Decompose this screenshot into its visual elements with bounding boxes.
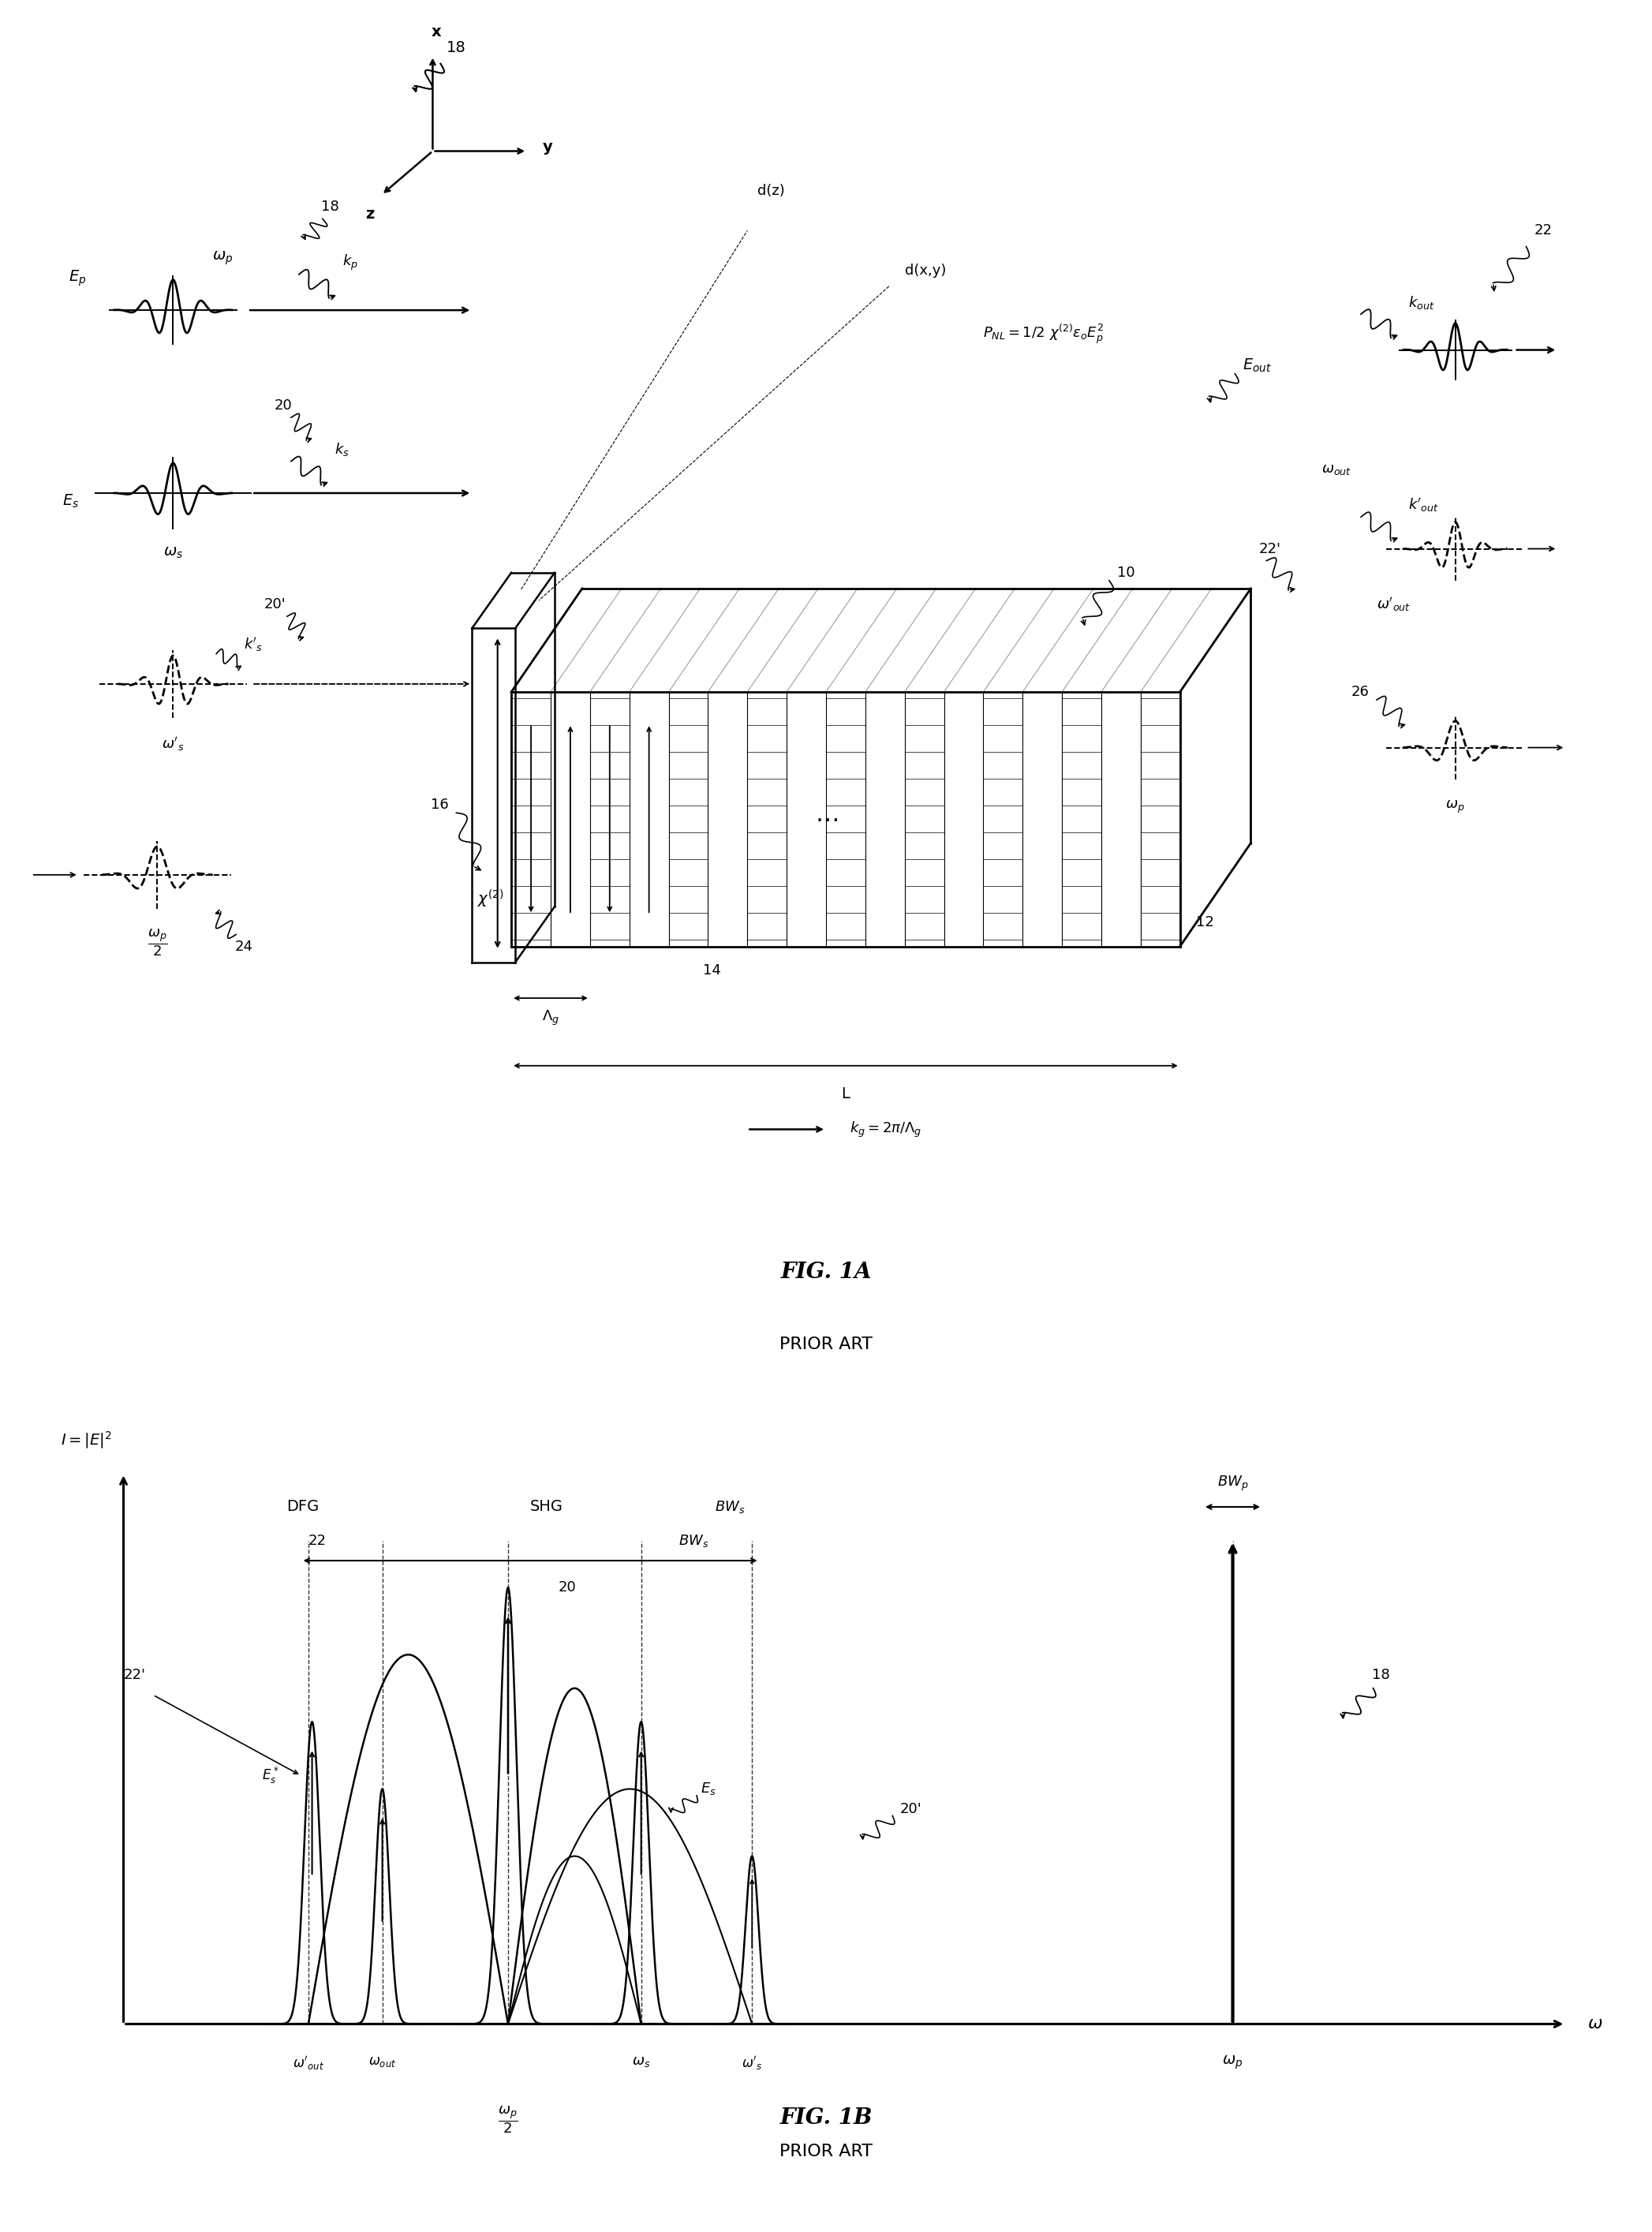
Text: $k_{out}$: $k_{out}$ [1408,295,1434,310]
Text: SHG: SHG [530,1500,563,1513]
Text: $\dfrac{\omega_p}{2}$: $\dfrac{\omega_p}{2}$ [147,926,167,958]
Text: 26: 26 [1351,685,1370,699]
Text: 16: 16 [431,797,448,812]
Text: $I=|E|^2$: $I=|E|^2$ [61,1428,112,1451]
Text: $k_p$: $k_p$ [342,252,358,272]
Text: $\omega'_s$: $\omega'_s$ [162,734,185,752]
Text: $k_g=2\pi/\Lambda_g$: $k_g=2\pi/\Lambda_g$ [849,1120,922,1138]
Text: $E_s$: $E_s$ [700,1781,715,1797]
Text: $E_s^*$: $E_s^*$ [261,1766,279,1786]
Text: $E_p$: $E_p$ [69,268,86,288]
Text: $\omega_p$: $\omega_p$ [213,250,233,268]
Text: $E_{out}$: $E_{out}$ [1242,357,1272,375]
Text: $BW_s$: $BW_s$ [715,1500,745,1516]
Text: L: L [841,1087,851,1100]
Text: $k_s$: $k_s$ [334,442,349,458]
Text: $P_{NL}=1/2\ \chi^{(2)}\varepsilon_o E_p^2$: $P_{NL}=1/2\ \chi^{(2)}\varepsilon_o E_p… [983,321,1104,346]
Text: FIG. 1A: FIG. 1A [780,1261,872,1283]
Text: 18: 18 [1371,1667,1389,1683]
Text: y: y [544,141,553,154]
Text: $\omega_p$: $\omega_p$ [1222,2053,1242,2071]
Text: 20: 20 [274,400,292,413]
Text: $E_s$: $E_s$ [63,493,79,509]
Text: DFG: DFG [286,1500,319,1513]
Text: 10: 10 [1117,565,1135,580]
Text: x: x [431,25,441,40]
Text: $\dfrac{\omega_p}{2}$: $\dfrac{\omega_p}{2}$ [497,2105,519,2136]
Text: $\omega_{out}$: $\omega_{out}$ [368,2053,396,2069]
Text: $\chi^{(2)}$: $\chi^{(2)}$ [477,888,504,908]
Text: $BW_s$: $BW_s$ [677,1533,709,1549]
Text: $\cdots$: $\cdots$ [814,808,838,830]
Text: 18: 18 [446,40,466,56]
Text: $\omega_s$: $\omega_s$ [164,545,183,560]
Text: PRIOR ART: PRIOR ART [780,2143,872,2161]
Text: d(x,y): d(x,y) [905,263,947,277]
Text: $\omega$: $\omega$ [1588,2015,1602,2031]
Text: z: z [365,208,373,221]
Text: 20': 20' [264,598,286,612]
Text: 14: 14 [702,964,720,978]
Text: 22: 22 [1535,223,1553,239]
Text: 22': 22' [1259,542,1280,556]
Text: $\Lambda_g$: $\Lambda_g$ [542,1009,560,1027]
Text: $\omega_s$: $\omega_s$ [633,2053,651,2069]
Text: $k'_{out}$: $k'_{out}$ [1408,496,1439,513]
Text: 24: 24 [235,940,253,953]
Text: d(z): d(z) [757,183,785,199]
Text: $\omega'_{out}$: $\omega'_{out}$ [1376,596,1411,614]
Text: PRIOR ART: PRIOR ART [780,1337,872,1353]
Text: $\omega_{out}$: $\omega_{out}$ [1322,462,1351,475]
Text: $BW_p$: $BW_p$ [1218,1475,1249,1493]
Text: $\omega'_{out}$: $\omega'_{out}$ [292,2053,324,2071]
Text: 18: 18 [322,199,339,214]
Text: $\omega_p$: $\omega_p$ [1446,799,1465,815]
Text: 22: 22 [309,1533,327,1547]
Text: 20': 20' [900,1801,922,1817]
Text: $k'_s$: $k'_s$ [244,636,263,654]
Text: 20: 20 [558,1580,577,1594]
Text: 22': 22' [124,1667,145,1683]
Text: $\omega'_s$: $\omega'_s$ [742,2053,763,2071]
Text: FIG. 1B: FIG. 1B [780,2107,872,2129]
Text: 12: 12 [1196,915,1214,931]
